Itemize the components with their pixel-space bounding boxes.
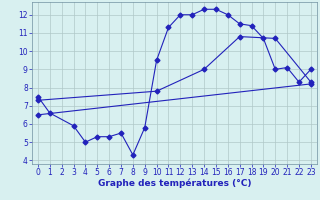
X-axis label: Graphe des températures (°C): Graphe des températures (°C): [98, 179, 251, 188]
